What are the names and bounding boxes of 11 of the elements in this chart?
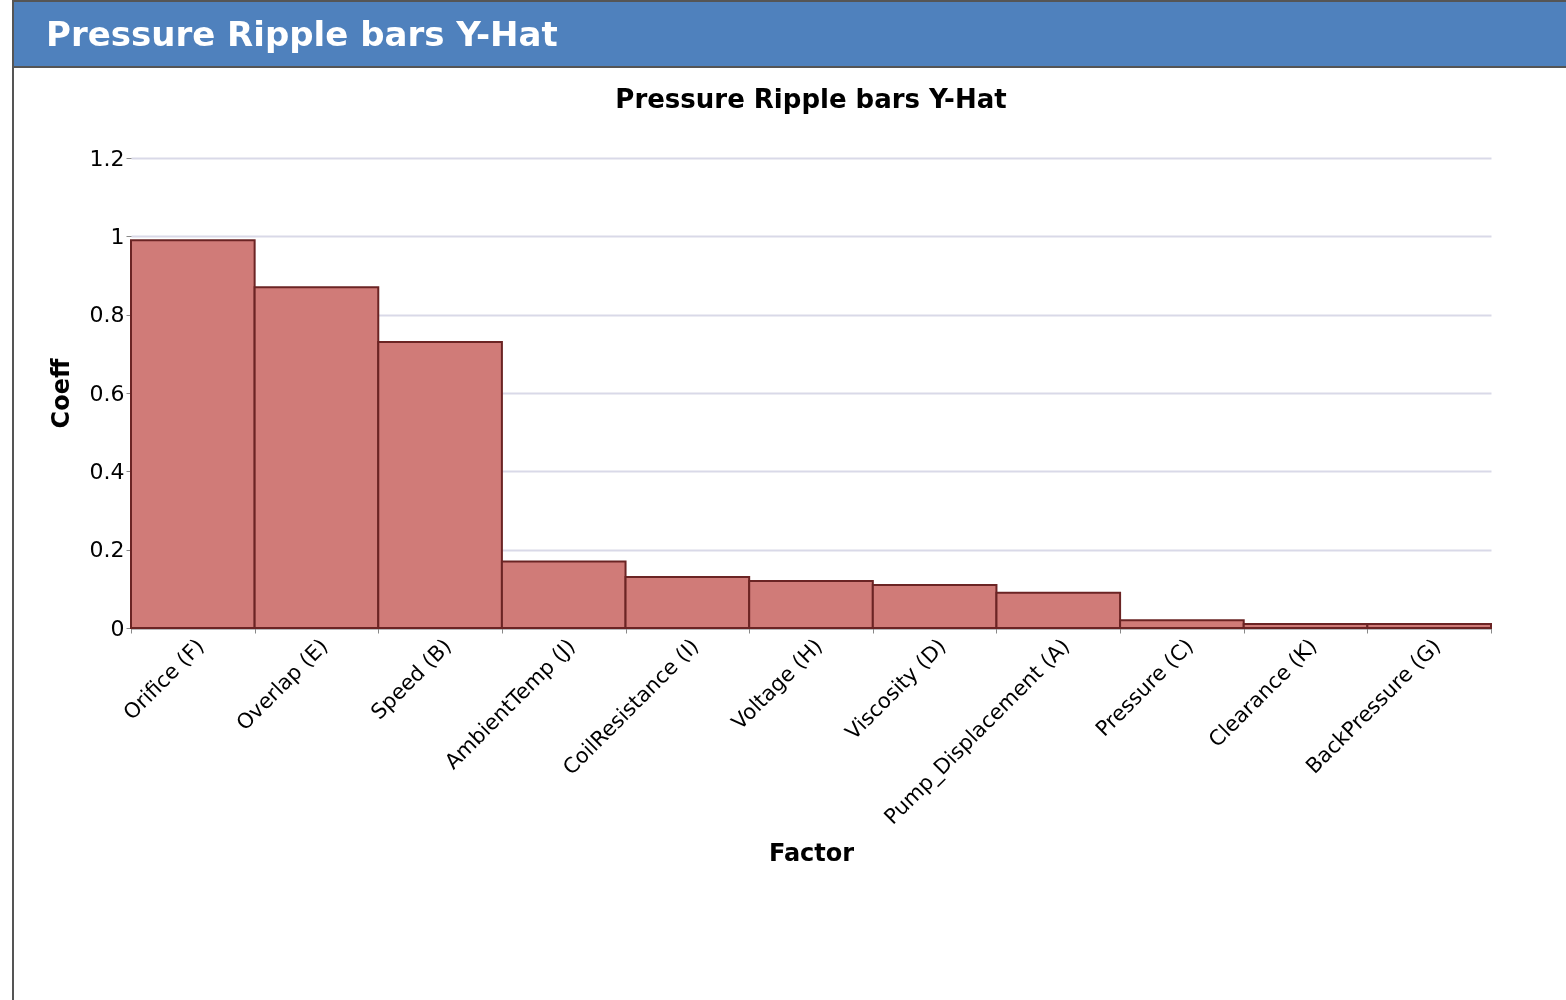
y-tick-label: 1.2 <box>89 145 125 171</box>
y-tick-label: 0.2 <box>89 537 125 563</box>
y-tick-label: 0.8 <box>89 302 125 328</box>
chart-title: Pressure Ripple bars Y-Hat <box>615 84 1007 114</box>
y-tick-label: 0 <box>110 615 125 641</box>
x-axis-title: Factor <box>768 839 855 868</box>
text: Pressure Ripple bars Y-Hat <box>14 2 1566 68</box>
y-tick-label: 0.6 <box>89 380 125 406</box>
y-tick-label: 0.4 <box>89 458 125 484</box>
y-axis-title: Coeff <box>46 358 75 429</box>
y-tick-label: 1 <box>110 223 125 249</box>
